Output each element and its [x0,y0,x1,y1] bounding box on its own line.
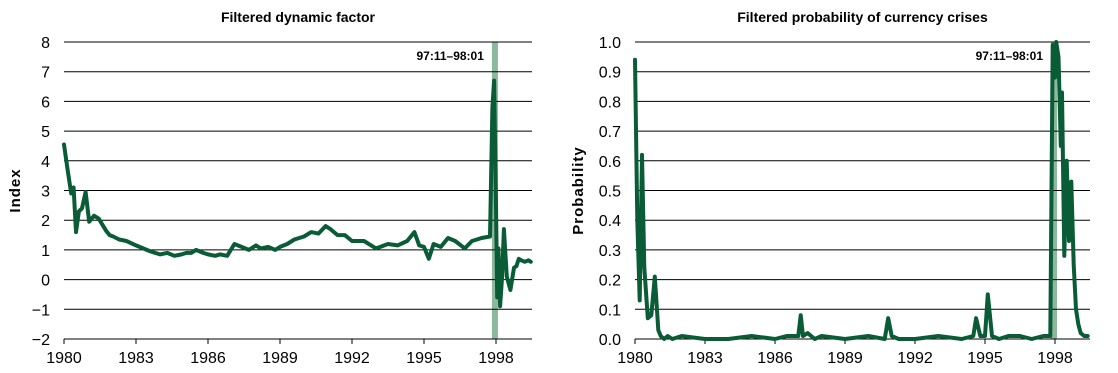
series-line [633,40,1090,341]
y-tick-label: 0.6 [599,154,621,171]
y-tick-label: 0.2 [599,273,621,290]
y-tick-label: 5 [41,124,50,141]
y-tick-label: 4 [41,154,50,171]
y-tick-label: 0.3 [599,243,621,260]
shaded-period-label: 97:11–98:01 [976,49,1044,63]
y-tick-label: 0.8 [599,94,621,111]
y-tick-label: 0.9 [599,65,621,82]
y-tick-label: 8 [41,35,50,52]
y-tick-label: 0.5 [599,184,621,201]
series-line [62,78,533,309]
x-tick-label: 1995 [967,350,1003,367]
y-axis-label: Index [7,168,24,212]
y-tick-label: 0.4 [599,213,621,230]
x-tick-label: 1992 [334,350,370,367]
x-tick-label: 1995 [406,350,442,367]
y-tick-label: 7 [41,65,50,82]
y-tick-label: −1 [32,302,50,319]
x-tick-label: 1983 [687,350,723,367]
crisis-probability-chart: Filtered probability of currency crises P… [570,9,1090,367]
x-tick-label: 1980 [617,350,653,367]
y-tick-label: −2 [32,332,50,349]
y-tick-label: 1 [41,243,50,260]
y-tick-label: 0 [41,273,50,290]
y-tick-label: 0.0 [599,332,621,349]
chart-title: Filtered dynamic factor [221,9,376,25]
y-axis-label: Probability [570,146,587,235]
dynamic-factor-chart: Filtered dynamic factor Index −2 −1 0 1 2 3 4 5 6 7… [7,9,533,367]
x-tick-label: 1998 [1037,350,1073,367]
y-tick-label: 6 [41,94,50,111]
x-tick-label: 1986 [190,350,226,367]
y-tick-label: 0.7 [599,124,621,141]
shaded-period-label: 97:11–98:01 [417,49,485,63]
y-tick-label: 0.1 [599,302,621,319]
y-tick-label: 3 [41,184,50,201]
x-tick-label: 1986 [757,350,793,367]
x-tick-label: 1992 [897,350,933,367]
x-tick-label: 1989 [827,350,863,367]
x-tick-label: 1989 [262,350,298,367]
x-tick-label: 1998 [478,350,514,367]
chart-title: Filtered probability of currency crises [737,9,988,25]
y-tick-label: 1.0 [599,35,621,52]
x-tick-label: 1980 [46,350,82,367]
x-tick-label: 1983 [118,350,154,367]
y-tick-label: 2 [41,213,50,230]
